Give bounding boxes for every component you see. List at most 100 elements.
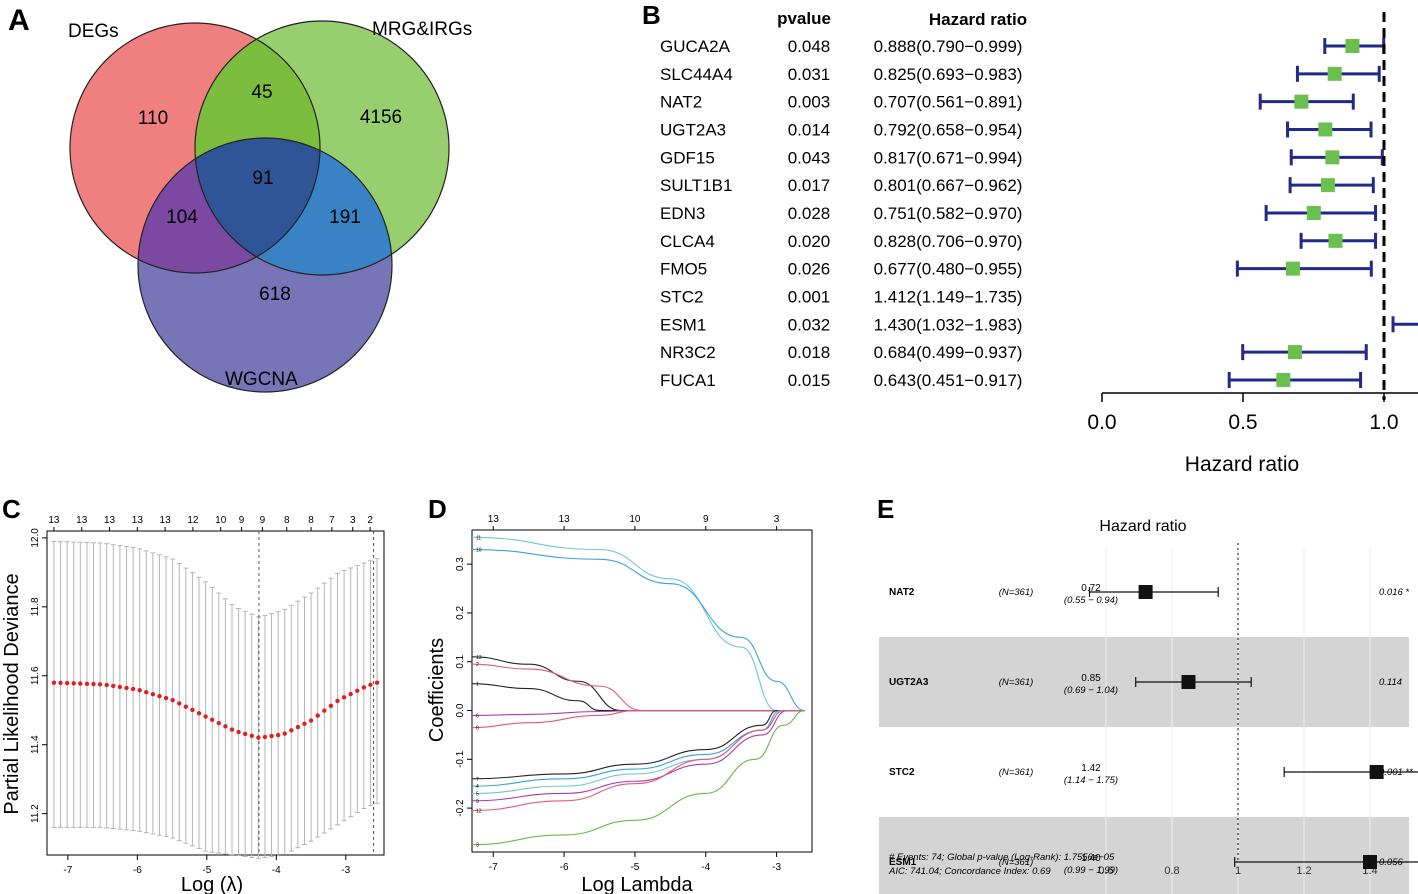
path-series	[471, 709, 805, 729]
cv-point	[137, 688, 142, 693]
forest-e-footnote-1: # Events: 74; Global p-value (Log-Rank):…	[889, 852, 1115, 863]
venn-count-mrg-only: 4156	[360, 107, 402, 128]
forest-b-hr-text: 0.677(0.480−0.955)	[874, 260, 1023, 279]
cv-point	[374, 680, 380, 685]
path-series-label: 11	[476, 535, 481, 541]
cv-point	[51, 680, 57, 685]
cv-point	[124, 685, 129, 691]
plot-d-xtick-label: -3	[772, 862, 781, 873]
plot-d-ytick-label: 0.0	[455, 703, 466, 717]
forest-e-n: (N=361)	[999, 677, 1034, 688]
venn-outline-wgcna	[137, 137, 393, 393]
forest-b-tick-label: 1.0	[1369, 411, 1398, 434]
cv-point	[289, 728, 294, 733]
path-series-label: 8	[476, 726, 479, 732]
cv-point	[295, 724, 301, 730]
plot-c-frame	[46, 530, 385, 856]
cv-point	[78, 681, 83, 686]
panel-label-c: C	[2, 494, 21, 524]
forest-e-tick-label: 0.6	[1098, 865, 1113, 877]
cv-point	[322, 708, 327, 713]
forest-b-pvalue: 0.031	[788, 65, 831, 84]
plot-d-top-label: 13	[488, 514, 500, 525]
plot-c-xtick-label: -3	[341, 865, 350, 876]
cv-point	[190, 707, 195, 713]
forest-e-ci-text: (1.14 − 1.75)	[1064, 775, 1118, 786]
plot-c-xtick-label: -5	[202, 865, 211, 876]
forest-b-gene: FUCA1	[660, 371, 716, 390]
plot-c-xtick-label: -6	[133, 865, 142, 876]
venn-count-degs-mrg: 45	[251, 82, 272, 103]
forest-b-gene: UGT2A3	[660, 120, 726, 139]
cv-point	[275, 732, 281, 738]
path-series-label: 1	[476, 682, 479, 688]
cv-point	[216, 720, 221, 726]
venn-label-degs: DEGs	[68, 21, 119, 42]
path-series	[471, 709, 805, 846]
venn-count-mrg-wgcna: 191	[329, 207, 361, 228]
path-series-label: 13	[476, 655, 482, 661]
plot-c-top-label: 8	[284, 515, 290, 526]
plot-c-top-label: 8	[308, 515, 314, 526]
path-series-label: 2	[476, 662, 479, 668]
forest-b-pvalue: 0.032	[788, 315, 831, 334]
forest-b-hr-text: 0.817(0.671−0.994)	[874, 148, 1023, 167]
forest-e-point	[1181, 675, 1196, 689]
cv-point	[203, 714, 208, 719]
cv-point	[229, 727, 235, 732]
cv-point	[308, 718, 314, 723]
cv-point	[341, 695, 347, 700]
forest-b-point	[1320, 178, 1335, 193]
plot-c-ytick-label: 11.8	[30, 597, 41, 616]
path-series-label: 5	[476, 791, 479, 797]
panel-e: E Hazard ratio 0.60.811.21.41.61.822.2NA…	[877, 494, 1418, 894]
forest-b-hr-text: 0.684(0.499−0.937)	[874, 343, 1023, 362]
forest-b-hr-text: 0.828(0.706−0.970)	[874, 232, 1023, 251]
plot-c-ytick-label: 11.2	[30, 804, 41, 823]
path-series-label: 3	[476, 843, 479, 849]
cv-point	[236, 729, 241, 735]
venn-count-degs-only: 110	[138, 108, 168, 129]
cv-point	[328, 703, 334, 709]
path-series	[471, 536, 805, 712]
forest-e-gene: STC2	[889, 767, 915, 778]
venn-label-wgcna: WGCNA	[225, 369, 298, 390]
plot-c-ytick-label: 11.6	[30, 666, 41, 685]
cv-point	[262, 734, 268, 740]
forest-b-pvalue: 0.014	[788, 120, 831, 139]
panel-b: B pvalue Hazard ratio GUCA2A 0.048 0.888(0…	[642, 0, 1418, 476]
forest-e-gene: NAT2	[889, 587, 915, 598]
forest-b-point	[1345, 39, 1360, 53]
venn-count-wgcna-only: 618	[259, 284, 291, 305]
forest-b-gene: ESM1	[660, 315, 706, 334]
forest-b-hr-text: 0.751(0.582−0.970)	[874, 204, 1023, 223]
path-series	[471, 709, 805, 812]
cv-point	[177, 701, 182, 706]
forest-b-hr-text: 0.888(0.790−0.999)	[874, 37, 1023, 56]
forest-b-gene: GUCA2A	[660, 37, 731, 56]
forest-b-xlabel: Hazard ratio	[1185, 453, 1299, 476]
forest-e-tick-label: 1.2	[1296, 865, 1311, 877]
forest-e-row-bg	[879, 817, 1409, 894]
plot-c-xlabel: Log (λ)	[181, 874, 243, 894]
cv-point	[282, 731, 287, 736]
forest-b-pvalue: 0.028	[788, 204, 831, 223]
plot-d-top-label: 3	[774, 514, 780, 525]
cv-point	[242, 731, 248, 737]
plot-d-ytick-label: -0.2	[455, 799, 466, 817]
cv-point	[157, 693, 162, 699]
cv-point	[368, 682, 373, 688]
plot-c-top-label: 13	[76, 515, 88, 526]
forest-b-point	[1327, 66, 1342, 81]
forest-b-gene: FMO5	[660, 260, 707, 279]
forest-e-point	[1369, 765, 1384, 779]
path-series-label: 4	[476, 784, 479, 790]
panel-label-e: E	[877, 494, 894, 524]
cv-point	[355, 688, 360, 693]
forest-b-hr-text: 0.825(0.693−0.983)	[874, 65, 1023, 84]
path-series	[471, 663, 805, 712]
plot-d-xlabel: Log Lambda	[581, 874, 693, 894]
plot-c-xtick-label: -4	[272, 865, 281, 876]
cv-point	[335, 698, 340, 704]
